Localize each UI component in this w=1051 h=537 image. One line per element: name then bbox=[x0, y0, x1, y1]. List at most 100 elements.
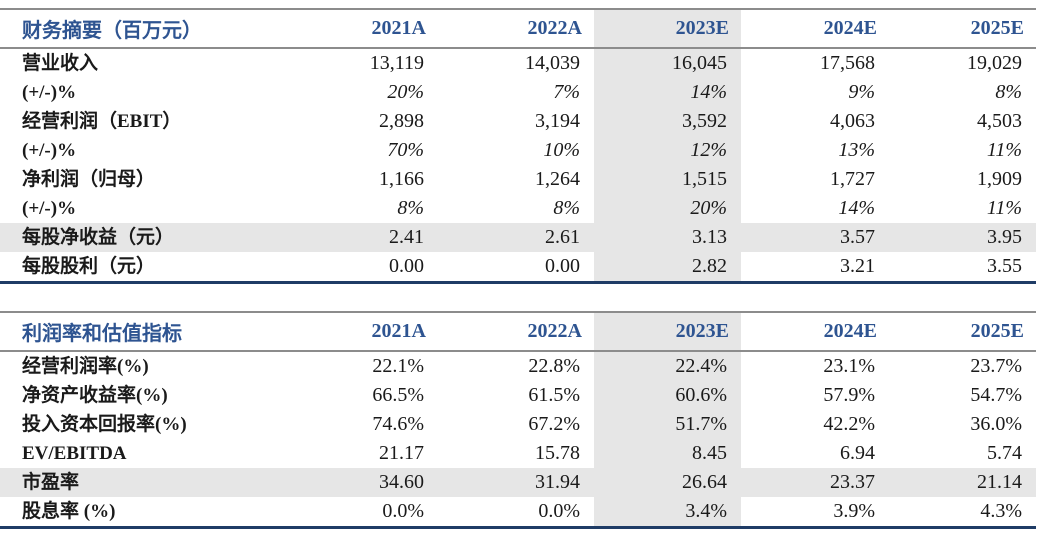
column-header-2023e: 2023E bbox=[594, 8, 741, 49]
cell: 19,029 bbox=[967, 52, 1022, 74]
row-label: 投入资本回报率(%) bbox=[22, 414, 187, 435]
cell: 8% bbox=[995, 81, 1022, 103]
cell: 4,503 bbox=[977, 110, 1022, 132]
cell: 3.95 bbox=[889, 223, 1036, 252]
column-header-2024e: 2024E bbox=[741, 311, 889, 352]
valuation-metrics-table: 利润率和估值指标 2021A 2022A 2023E 2024E 2025E 经… bbox=[0, 311, 1036, 529]
row-label: 净利润（归母） bbox=[22, 169, 156, 190]
row-label: 经营利润（EBIT） bbox=[22, 111, 182, 132]
cell: 0.00 bbox=[438, 252, 594, 284]
row-label: (+/-)% bbox=[22, 198, 77, 219]
cell: 4,063 bbox=[830, 110, 875, 132]
cell: 34.60 bbox=[283, 468, 438, 497]
cell: 0.00 bbox=[283, 252, 438, 284]
financial-summary-table: 财务摘要（百万元） 2021A 2022A 2023E 2024E 2025E … bbox=[0, 8, 1036, 284]
cell: 16,045 bbox=[594, 48, 741, 78]
cell: 8.45 bbox=[594, 439, 741, 468]
cell: 15.78 bbox=[535, 442, 580, 464]
cell: 3,592 bbox=[594, 107, 741, 136]
cell: 1,166 bbox=[379, 168, 424, 190]
cell: 20% bbox=[594, 194, 741, 223]
cell: 2,898 bbox=[379, 110, 424, 132]
table-row-ebit-growth: (+/-)% 70% 10% 12% 13% 11% bbox=[0, 136, 1036, 165]
table-row-dividend-yield: 股息率 (%) 0.0% 0.0% 3.4% 3.9% 4.3% bbox=[0, 497, 1036, 529]
cell: 1,909 bbox=[977, 168, 1022, 190]
cell: 2.41 bbox=[283, 223, 438, 252]
cell: 2.82 bbox=[594, 252, 741, 284]
cell: 13% bbox=[838, 139, 875, 161]
cell: 3.57 bbox=[741, 223, 889, 252]
cell: 60.6% bbox=[594, 381, 741, 410]
cell: 51.7% bbox=[594, 410, 741, 439]
row-label: 净资产收益率(%) bbox=[22, 385, 168, 406]
row-label: 每股股利（元） bbox=[0, 252, 283, 284]
table-title: 财务摘要（百万元） bbox=[0, 8, 283, 49]
cell: 17,568 bbox=[820, 52, 875, 74]
table-row-eps: 每股净收益（元） 2.41 2.61 3.13 3.57 3.95 bbox=[0, 223, 1036, 252]
cell: 7% bbox=[553, 81, 580, 103]
cell: 54.7% bbox=[970, 384, 1022, 406]
cell: 36.0% bbox=[970, 413, 1022, 435]
row-label: 经营利润率(%) bbox=[22, 356, 149, 377]
row-label: 股息率 (%) bbox=[0, 497, 283, 529]
table-row-net-profit: 净利润（归母） 1,166 1,264 1,515 1,727 1,909 bbox=[0, 165, 1036, 194]
table-row-roic: 投入资本回报率(%) 74.6% 67.2% 51.7% 42.2% 36.0% bbox=[0, 410, 1036, 439]
cell: 3.21 bbox=[741, 252, 889, 284]
cell: 74.6% bbox=[372, 413, 424, 435]
cell: 23.37 bbox=[741, 468, 889, 497]
column-header-2025e: 2025E bbox=[889, 8, 1036, 49]
column-header-2022a: 2022A bbox=[438, 311, 594, 352]
cell: 3.13 bbox=[594, 223, 741, 252]
row-label: 营业收入 bbox=[22, 53, 99, 74]
cell: 26.64 bbox=[594, 468, 741, 497]
row-label: (+/-)% bbox=[22, 82, 77, 103]
cell: 2.61 bbox=[438, 223, 594, 252]
row-label: 每股净收益（元） bbox=[0, 223, 283, 252]
row-label: (+/-)% bbox=[22, 140, 77, 161]
cell: 9% bbox=[848, 81, 875, 103]
cell: 1,515 bbox=[594, 165, 741, 194]
column-header-2021a: 2021A bbox=[283, 311, 438, 352]
cell: 8% bbox=[553, 197, 580, 219]
cell: 3.55 bbox=[889, 252, 1036, 284]
cell: 14% bbox=[594, 78, 741, 107]
table-row-dps: 每股股利（元） 0.00 0.00 2.82 3.21 3.55 bbox=[0, 252, 1036, 284]
cell: 23.7% bbox=[970, 355, 1022, 377]
column-header-2024e: 2024E bbox=[741, 8, 889, 49]
table-row-revenue: 营业收入 13,119 14,039 16,045 17,568 19,029 bbox=[0, 48, 1036, 78]
page: { "colors": { "header_blue": "#2e5491", … bbox=[0, 8, 1051, 537]
cell: 57.9% bbox=[823, 384, 875, 406]
table-row-roe: 净资产收益率(%) 66.5% 61.5% 60.6% 57.9% 54.7% bbox=[0, 381, 1036, 410]
table-row-revenue-growth: (+/-)% 20% 7% 14% 9% 8% bbox=[0, 78, 1036, 107]
cell: 13,119 bbox=[369, 52, 424, 74]
row-label: 市盈率 bbox=[0, 468, 283, 497]
cell: 10% bbox=[543, 139, 580, 161]
column-header-2021a: 2021A bbox=[283, 8, 438, 49]
cell: 1,727 bbox=[830, 168, 875, 190]
cell: 0.0% bbox=[283, 497, 438, 529]
cell: 31.94 bbox=[438, 468, 594, 497]
table-row-operating-margin: 经营利润率(%) 22.1% 22.8% 22.4% 23.1% 23.7% bbox=[0, 351, 1036, 381]
cell: 70% bbox=[387, 139, 424, 161]
row-label: EV/EBITDA bbox=[22, 443, 127, 464]
table-row-ebit: 经营利润（EBIT） 2,898 3,194 3,592 4,063 4,503 bbox=[0, 107, 1036, 136]
cell: 1,264 bbox=[535, 168, 580, 190]
cell: 61.5% bbox=[528, 384, 580, 406]
header-row: 财务摘要（百万元） 2021A 2022A 2023E 2024E 2025E bbox=[0, 8, 1036, 49]
cell: 0.0% bbox=[438, 497, 594, 529]
header-row: 利润率和估值指标 2021A 2022A 2023E 2024E 2025E bbox=[0, 311, 1036, 352]
cell: 3.9% bbox=[741, 497, 889, 529]
cell: 67.2% bbox=[528, 413, 580, 435]
column-header-2025e: 2025E bbox=[889, 311, 1036, 352]
table-row-pe: 市盈率 34.60 31.94 26.64 23.37 21.14 bbox=[0, 468, 1036, 497]
table-title: 利润率和估值指标 bbox=[0, 311, 283, 352]
cell: 8% bbox=[397, 197, 424, 219]
cell: 14,039 bbox=[525, 52, 580, 74]
table-row-ev-ebitda: EV/EBITDA 21.17 15.78 8.45 6.94 5.74 bbox=[0, 439, 1036, 468]
cell: 3.4% bbox=[594, 497, 741, 529]
column-header-2022a: 2022A bbox=[438, 8, 594, 49]
cell: 12% bbox=[594, 136, 741, 165]
table-row-net-profit-growth: (+/-)% 8% 8% 20% 14% 11% bbox=[0, 194, 1036, 223]
cell: 3,194 bbox=[535, 110, 580, 132]
cell: 6.94 bbox=[840, 442, 875, 464]
